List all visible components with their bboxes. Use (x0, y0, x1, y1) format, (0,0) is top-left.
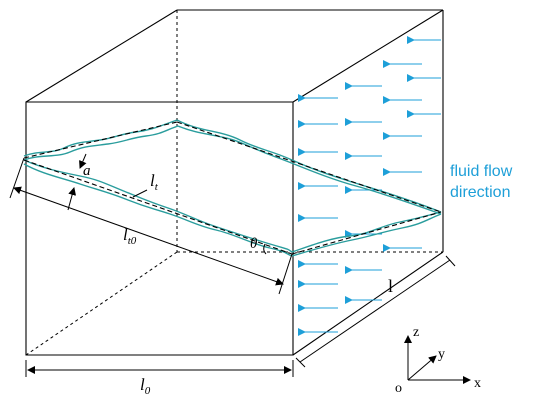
l0-label: l0 (140, 375, 151, 397)
theta-label: θ (250, 236, 258, 252)
fracture-upper-back-2 (23, 125, 179, 161)
fracture-lower-right (291, 211, 442, 253)
depth-l-label: l (388, 276, 393, 296)
axes-triad (404, 335, 471, 384)
flow-direction-line1: fluid flow (450, 163, 513, 180)
box-outline (25, 9, 444, 356)
fracture-lower-right-2 (291, 213, 442, 257)
aperture-label: a (83, 163, 91, 179)
flow-arrows (298, 36, 441, 336)
lt0-label: lt0 (123, 225, 137, 247)
l0-dimension (25, 360, 294, 377)
lt-label: lt (150, 171, 159, 193)
lt0-dimension-arrow (13, 186, 284, 286)
axis-origin-label: o (395, 381, 402, 396)
theta-arc (263, 243, 267, 255)
axis-y-label: y (438, 347, 445, 362)
dimension-extensions (9, 157, 293, 295)
l-dimension (295, 255, 456, 368)
lt-leader (132, 189, 148, 198)
aperture-arrows (67, 153, 87, 211)
fracture-upper-right-2 (177, 125, 442, 215)
flow-direction-line2: direction (450, 184, 510, 201)
axis-z-label: z (413, 325, 419, 340)
fracture-upper-back (23, 119, 178, 157)
axis-x-label: x (474, 376, 481, 391)
